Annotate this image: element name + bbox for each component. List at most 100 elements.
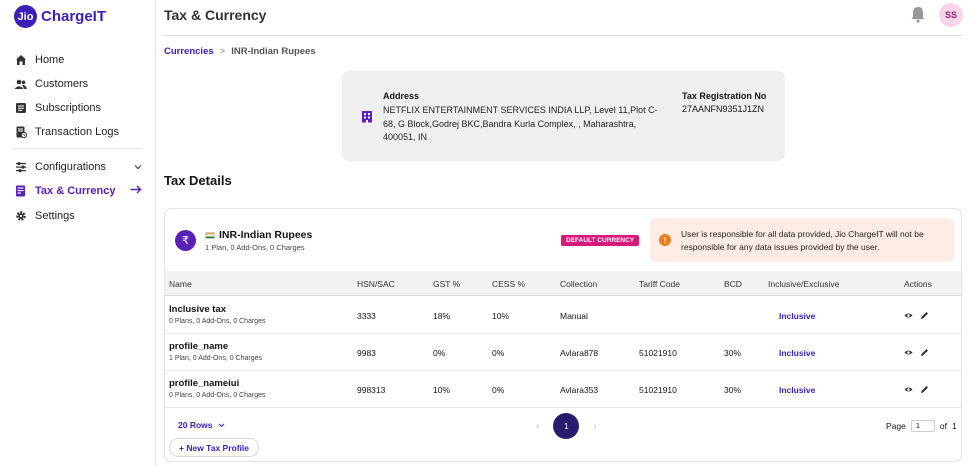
edit-icon[interactable]	[920, 348, 929, 357]
column-header-cess[interactable]: CESS %	[492, 279, 526, 289]
rupee-icon: ₹	[175, 230, 196, 251]
sidebar-item-label: Tax & Currency	[35, 185, 116, 197]
new-tax-profile-button[interactable]: + New Tax Profile	[169, 438, 259, 457]
responsibility-notice: ! User is responsible for all data provi…	[650, 218, 954, 262]
row-tariff: 51021910	[639, 348, 677, 358]
chevron-down-icon[interactable]	[134, 161, 142, 173]
eye-icon[interactable]	[904, 348, 913, 357]
next-page-button[interactable]: ›	[593, 420, 597, 432]
brand-logo[interactable]: Jio ChargeIT	[14, 5, 106, 28]
row-summary: 0 Plans, 0 Add-Ons, 0 Charges	[169, 318, 266, 325]
row-inclusive: Inclusive	[779, 311, 816, 321]
address-label: Address	[383, 91, 420, 101]
sidebar-item-label: Transaction Logs	[35, 126, 119, 138]
sidebar-item-configurations[interactable]: Configurations	[14, 159, 142, 175]
sidebar-item-customers[interactable]: Customers	[14, 76, 142, 92]
column-header-inclusive[interactable]: Inclusive/Exclusive	[768, 279, 840, 289]
row-name: profile_name	[169, 341, 229, 352]
row-gst: 18%	[433, 311, 451, 321]
prev-page-button[interactable]: ‹	[536, 420, 540, 432]
eye-icon[interactable]	[904, 385, 913, 394]
sidebar-item-tax-currency[interactable]: Tax & Currency	[14, 183, 142, 199]
pagination: ‹ 1 ›	[536, 413, 597, 439]
tax-registration-label: Tax Registration No	[682, 91, 767, 101]
building-icon	[361, 110, 374, 123]
india-flag-icon	[205, 231, 215, 239]
default-currency-badge: DEFAULT CURRENCY	[561, 235, 640, 246]
column-header-bcd[interactable]: BCD	[724, 279, 742, 289]
tax-currency-icon	[14, 185, 27, 198]
column-header-collection[interactable]: Collection	[560, 279, 598, 289]
sidebar-divider	[14, 148, 142, 149]
address-card: Address NETFLIX ENTERTAINMENT SERVICES I…	[342, 71, 785, 161]
column-header-name[interactable]: Name	[169, 279, 192, 289]
currency-summary: 1 Plan, 0 Add-Ons, 0 Charges	[205, 243, 305, 252]
tax-details-title: Tax Details	[164, 173, 232, 188]
subscriptions-icon	[14, 102, 27, 115]
configurations-icon	[14, 161, 27, 174]
sidebar-item-settings[interactable]: Settings	[14, 208, 142, 224]
row-cess: 10%	[492, 311, 510, 321]
header-divider	[164, 35, 962, 36]
total-pages: 1	[951, 421, 957, 431]
row-bcd: 30%	[724, 348, 742, 358]
warning-icon: !	[659, 234, 671, 246]
page-label: Page	[886, 421, 906, 431]
eye-icon[interactable]	[904, 311, 913, 320]
row-summary: 0 Plans, 0 Add-Ons, 0 Charges	[169, 392, 266, 399]
row-collection: Manual	[560, 311, 588, 321]
of-label: of	[939, 421, 947, 431]
rows-per-page-value: 20 Rows	[178, 420, 213, 430]
currency-name-text: INR-Indian Rupees	[219, 229, 313, 241]
page-input[interactable]: 1	[910, 420, 935, 432]
address-value: NETFLIX ENTERTAINMENT SERVICES INDIA LLP…	[383, 105, 658, 142]
sidebar-item-home[interactable]: Home	[14, 52, 142, 68]
rows-per-page-select[interactable]: 20 Rows	[178, 420, 225, 430]
notice-text: User is responsible for all data provide…	[681, 229, 924, 252]
sidebar-item-label: Customers	[35, 78, 89, 90]
row-inclusive: Inclusive	[779, 348, 816, 358]
row-summary: 1 Plan, 0 Add-Ons, 0 Charges	[169, 355, 262, 362]
row-hsn: 998313	[357, 385, 386, 395]
gear-icon	[14, 210, 27, 223]
table-row[interactable]: Inclusive tax 0 Plans, 0 Add-Ons, 0 Char…	[165, 297, 961, 334]
row-gst: 0%	[433, 348, 446, 358]
breadcrumb-currencies-link[interactable]: Currencies	[164, 46, 214, 57]
column-header-actions: Actions	[904, 279, 932, 289]
row-cess: 0%	[492, 348, 505, 358]
row-collection: Avlara353	[560, 385, 599, 395]
table-row[interactable]: profile_name 1 Plan, 0 Add-Ons, 0 Charge…	[165, 334, 961, 371]
page-button-current[interactable]: 1	[553, 413, 580, 439]
column-header-hsn[interactable]: HSN/SAC	[357, 279, 395, 289]
column-header-gst[interactable]: GST %	[433, 279, 461, 289]
sidebar-item-label: Home	[35, 54, 65, 66]
jio-logo-mark: Jio	[14, 5, 37, 28]
tax-registration-value: 27AANFN9351J1ZN	[682, 104, 765, 114]
sidebar-item-label: Subscriptions	[35, 102, 102, 114]
sidebar-item-subscriptions[interactable]: Subscriptions	[14, 100, 142, 116]
row-hsn: 9983	[357, 348, 376, 358]
currency-name: INR-Indian Rupees	[205, 229, 312, 241]
sidebar-item-label: Settings	[35, 210, 75, 222]
arrow-right-icon	[130, 185, 142, 197]
brand-name: ChargeIT	[41, 8, 107, 25]
row-gst: 10%	[433, 385, 451, 395]
table-row[interactable]: profile_nameiui 0 Plans, 0 Add-Ons, 0 Ch…	[165, 371, 961, 408]
row-cess: 0%	[492, 385, 505, 395]
column-header-tariff[interactable]: Tariff Code	[639, 279, 680, 289]
bell-icon[interactable]	[910, 6, 926, 23]
home-icon	[14, 54, 27, 67]
edit-icon[interactable]	[920, 311, 929, 320]
edit-icon[interactable]	[920, 385, 929, 394]
sidebar-item-transaction-logs[interactable]: Transaction Logs	[14, 124, 142, 140]
breadcrumb-current: INR-Indian Rupees	[231, 46, 316, 57]
main-content: Tax & Currency SS Currencies > INR-India…	[156, 0, 972, 466]
sidebar-item-label: Configurations	[35, 161, 106, 173]
chevron-down-icon	[218, 420, 225, 430]
tax-details-panel: ₹ INR-Indian Rupees 1 Plan, 0 Add-Ons, 0…	[164, 208, 962, 462]
avatar[interactable]: SS	[939, 3, 963, 27]
breadcrumb-separator: >	[219, 46, 226, 57]
row-name: profile_nameiui	[169, 378, 240, 389]
row-hsn: 3333	[357, 311, 376, 321]
